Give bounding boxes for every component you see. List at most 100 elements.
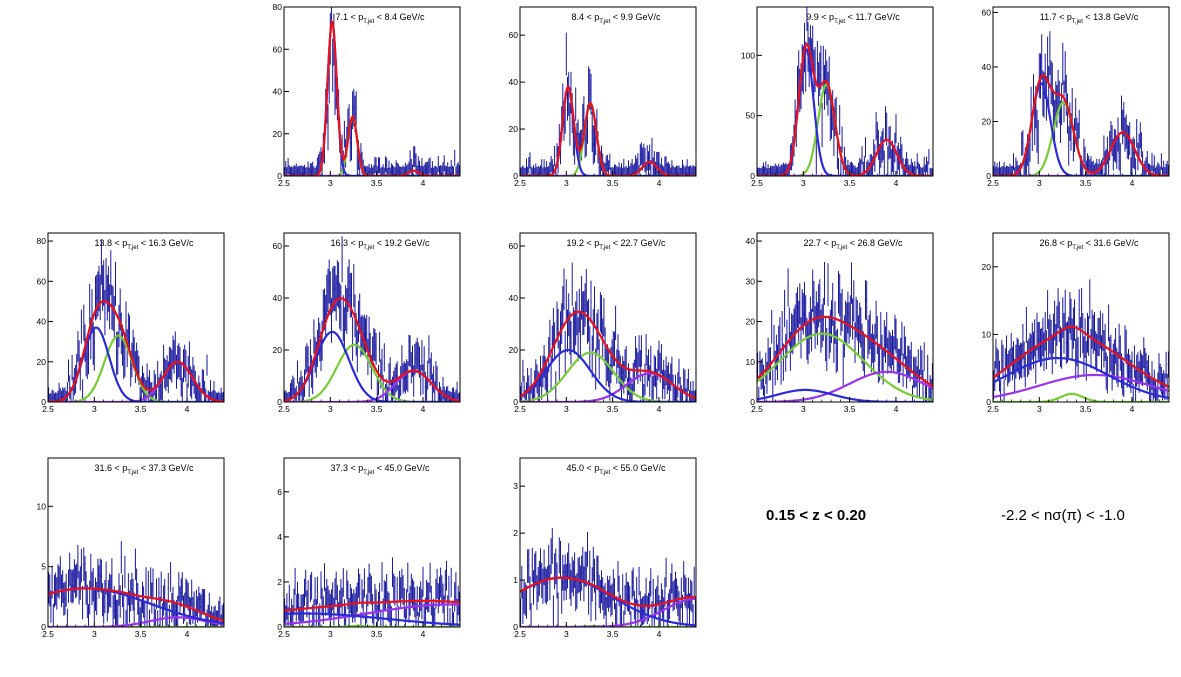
data-histogram — [757, 7, 933, 176]
plot-area — [520, 32, 696, 176]
chart-panel-11: 2.5 3 3.5 4 0 2 4 6 37.3 < pT,jet < 45.0 GeV/c — [277, 457, 461, 639]
x-tick-label: 3.5 — [135, 404, 147, 414]
y-tick-label: 40 — [273, 87, 283, 97]
data-histogram — [48, 541, 224, 627]
plot-area — [284, 7, 460, 176]
total-fit-curve — [284, 599, 460, 612]
x-tick-label: 2.5 — [42, 629, 54, 639]
plot-frame — [756, 232, 934, 403]
x-tick-label: 3 — [564, 178, 569, 188]
x-tick-label: 4 — [421, 629, 426, 639]
x-tick-label: 4 — [894, 178, 899, 188]
data-histogram — [993, 31, 1169, 176]
y-tick-label: 20 — [273, 129, 283, 139]
y-tick-label: 2 — [277, 577, 282, 587]
y-tick-label: 0 — [513, 171, 518, 181]
jet-pt-range-label: 19.2 < pT,jet < 22.7 GeV/c — [566, 238, 666, 251]
y-tick-label: 20 — [37, 357, 47, 367]
plot-area — [520, 528, 696, 627]
y-tick-label: 0 — [986, 397, 991, 407]
y-tick-label: 20 — [982, 116, 992, 126]
kaon-fit-curve — [284, 343, 460, 402]
jet-pt-range-label: 22.7 < pT,jet < 26.8 GeV/c — [803, 238, 903, 251]
kaon-fit-curve — [993, 392, 1169, 402]
proton-fit-curve — [757, 370, 933, 402]
data-histogram — [284, 236, 460, 402]
y-tick-label: 40 — [37, 317, 47, 327]
y-tick-label: 60 — [509, 241, 519, 251]
y-tick-label: 60 — [982, 7, 992, 17]
y-tick-label: 40 — [746, 236, 756, 246]
x-tick-label: 3 — [92, 404, 97, 414]
chart-panel-12: 2.5 3 3.5 4 0 1 2 3 45.0 < pT,jet < 55.0 GeV/c — [513, 457, 697, 639]
x-tick-label: 3.5 — [1080, 178, 1092, 188]
jet-pt-range-label: 7.1 < pT,jet < 8.4 GeV/c — [335, 12, 425, 25]
data-histogram — [520, 528, 696, 627]
plot-frame — [283, 6, 461, 177]
plot-frame — [47, 457, 225, 628]
x-tick-label: 3.5 — [844, 178, 856, 188]
y-tick-label: 50 — [746, 111, 756, 121]
x-tick-label: 4 — [657, 178, 662, 188]
y-tick-label: 60 — [37, 276, 47, 286]
plot-frame — [519, 6, 697, 177]
pion-fit-curve — [993, 357, 1169, 399]
y-tick-label: 20 — [509, 345, 519, 355]
z-range-note: 0.15 < z < 0.20 — [766, 507, 867, 524]
x-tick-label: 3 — [1037, 178, 1042, 188]
total-fit-curve — [520, 576, 696, 607]
plot-frame — [519, 457, 697, 628]
y-tick-label: 0 — [41, 622, 46, 632]
data-histogram — [757, 261, 933, 402]
x-tick-label: 3.5 — [371, 404, 383, 414]
x-tick-label: 2.5 — [278, 404, 290, 414]
x-tick-label: 3 — [564, 404, 569, 414]
y-tick-label: 0 — [277, 622, 282, 632]
y-tick-label: 2 — [513, 528, 518, 538]
plot-frame — [47, 232, 225, 403]
x-tick-label: 3 — [801, 404, 806, 414]
y-tick-label: 20 — [746, 317, 756, 327]
total-fit-curve — [993, 74, 1169, 176]
jet-pt-range-label: 8.4 < pT,jet < 9.9 GeV/c — [571, 12, 661, 25]
jet-pt-range-label: 11.7 < pT,jet < 13.8 GeV/c — [1040, 12, 1139, 25]
x-tick-label: 3 — [92, 629, 97, 639]
x-tick-label: 2.5 — [987, 178, 999, 188]
y-tick-label: 100 — [741, 50, 755, 60]
x-tick-label: 4 — [657, 404, 662, 414]
y-tick-label: 1 — [513, 575, 518, 585]
plot-area — [284, 557, 460, 627]
total-fit-curve — [993, 325, 1169, 388]
total-fit-curve — [520, 310, 696, 400]
x-tick-label: 4 — [185, 404, 190, 414]
data-histogram — [520, 32, 696, 176]
x-tick-label: 2.5 — [751, 404, 763, 414]
y-tick-label: 40 — [273, 293, 283, 303]
x-tick-label: 2.5 — [987, 404, 999, 414]
y-tick-label: 20 — [982, 262, 992, 272]
y-tick-label: 10 — [982, 329, 992, 339]
x-tick-label: 4 — [1130, 404, 1135, 414]
x-tick-label: 3 — [328, 178, 333, 188]
x-tick-label: 2.5 — [278, 629, 290, 639]
kaon-fit-curve — [757, 332, 933, 402]
proton-fit-curve — [48, 616, 224, 627]
x-tick-label: 3.5 — [1080, 404, 1092, 414]
y-tick-label: 60 — [273, 241, 283, 251]
x-tick-label: 3 — [328, 404, 333, 414]
y-tick-label: 80 — [37, 236, 47, 246]
y-tick-label: 0 — [513, 397, 518, 407]
y-tick-label: 4 — [277, 532, 282, 542]
jet-pt-range-label: 26.8 < pT,jet < 31.6 GeV/c — [1039, 238, 1139, 251]
plot-frame — [992, 232, 1170, 403]
y-tick-label: 10 — [37, 501, 47, 511]
y-tick-label: 0 — [750, 397, 755, 407]
chart-panel-9: 2.5 3 3.5 4 0 10 20 26.8 < pT,jet < 31.6 GeV/c — [982, 232, 1170, 414]
x-tick-label: 3 — [801, 178, 806, 188]
chart-panel-3: 2.5 3 3.5 4 0 50 100 9.9 < pT,jet < 11.7 GeV/c — [741, 6, 934, 188]
